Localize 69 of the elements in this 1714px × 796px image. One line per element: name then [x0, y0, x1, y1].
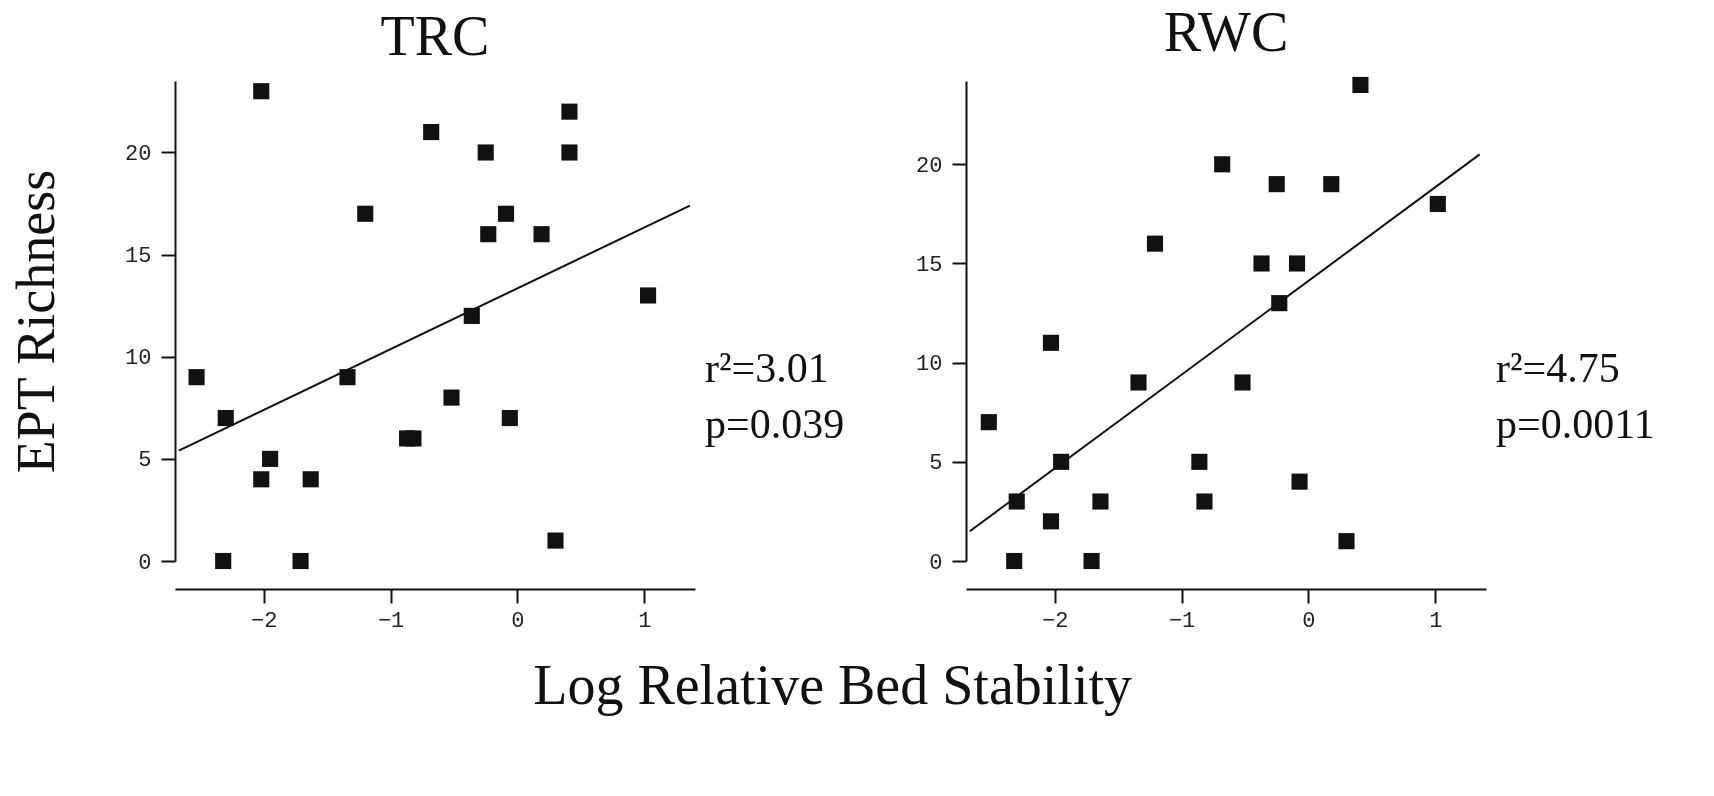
point: [497, 205, 515, 222]
point: [980, 414, 997, 431]
y-tick-label: 5: [929, 451, 943, 477]
point: [1042, 513, 1060, 530]
point: [561, 103, 578, 120]
y-tick-label: 0: [138, 550, 152, 576]
point: [547, 532, 564, 549]
point: [215, 552, 232, 570]
point: [262, 450, 279, 467]
point: [253, 83, 270, 100]
point: [1268, 176, 1285, 193]
x-tick-label: 1: [638, 608, 652, 634]
y-tick-label: 5: [138, 448, 152, 474]
text: p=0.0011: [1496, 401, 1655, 447]
point: [480, 226, 497, 243]
point: [477, 144, 494, 161]
point: [1429, 195, 1446, 213]
point: [1323, 176, 1340, 193]
chart-title: RWC: [1163, 0, 1289, 63]
y-tick-label: 0: [929, 550, 943, 576]
point: [1191, 453, 1208, 470]
point: [188, 369, 205, 386]
x-tick-label: −1: [377, 608, 405, 634]
x-tick-label: −2: [1042, 608, 1069, 634]
y-tick-label: 15: [125, 244, 152, 270]
x-tick-label: 0: [511, 608, 525, 634]
text: r²=3.01: [705, 345, 829, 391]
point: [302, 471, 319, 488]
point: [1008, 493, 1025, 510]
chart-title: TRC: [380, 5, 490, 67]
point: [1234, 374, 1251, 391]
x-axis-title: Log Relative Bed Stability: [533, 654, 1133, 716]
point: [640, 287, 657, 304]
point: [405, 430, 422, 447]
y-tick-label: 10: [916, 352, 943, 378]
point: [1196, 493, 1213, 510]
point: [501, 409, 518, 427]
point: [357, 205, 374, 222]
point: [561, 144, 578, 161]
y-tick-label: 15: [916, 252, 943, 278]
point: [1338, 533, 1355, 550]
y-tick-label: 10: [125, 346, 152, 372]
point: [1146, 235, 1164, 252]
point: [1130, 374, 1147, 391]
point: [423, 124, 440, 141]
x-tick-label: 0: [1302, 608, 1316, 634]
point: [339, 369, 356, 386]
y-tick-label: 20: [916, 153, 943, 179]
text: r²=4.75: [1496, 345, 1620, 391]
point: [1006, 552, 1023, 570]
point: [533, 226, 550, 243]
point: [1092, 493, 1109, 510]
x-tick-label: −1: [1168, 608, 1196, 634]
point: [1083, 552, 1100, 570]
point: [443, 389, 460, 406]
text: p=0.039: [705, 401, 845, 447]
y-tick-label: 20: [125, 141, 152, 167]
point: [253, 471, 270, 488]
point: [217, 409, 234, 427]
point: [1291, 473, 1308, 490]
point: [1288, 255, 1306, 272]
y-axis-title: EPT Richness: [6, 169, 67, 474]
point: [1214, 156, 1231, 173]
point: [1253, 255, 1270, 272]
point: [1042, 334, 1060, 351]
point: [1352, 76, 1369, 94]
x-tick-label: −2: [251, 608, 278, 634]
point: [292, 552, 309, 570]
x-tick-label: 1: [1429, 608, 1443, 634]
